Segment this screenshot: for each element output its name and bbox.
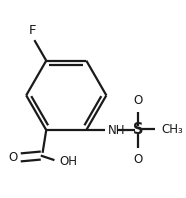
Text: OH: OH bbox=[59, 154, 77, 168]
Text: F: F bbox=[28, 24, 36, 37]
Text: O: O bbox=[9, 151, 18, 164]
Text: CH₃: CH₃ bbox=[161, 123, 183, 136]
Text: S: S bbox=[133, 122, 143, 137]
Text: O: O bbox=[134, 94, 143, 107]
Text: O: O bbox=[134, 153, 143, 166]
Text: NH: NH bbox=[108, 125, 126, 137]
